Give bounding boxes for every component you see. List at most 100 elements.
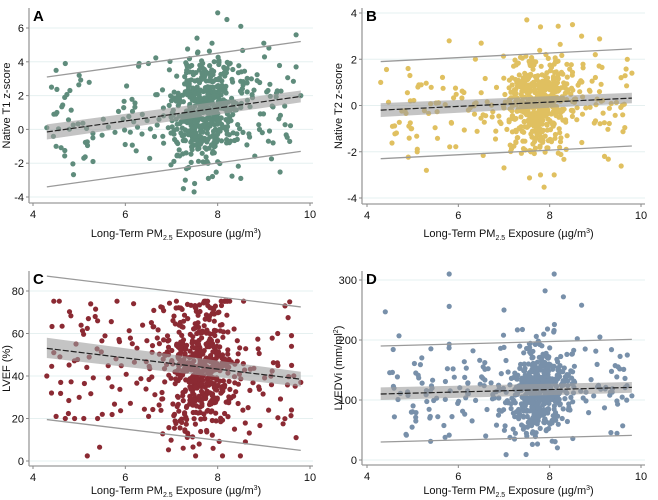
data-point: [451, 374, 457, 380]
data-point: [180, 339, 186, 346]
data-point: [587, 104, 593, 110]
data-point: [196, 441, 202, 447]
data-point: [211, 68, 217, 74]
data-point: [524, 424, 531, 430]
panel-a: -4 -2 0 2 4 6 4 6 8 10 Long-Term PM2.5 Exposure (µ…: [1, 8, 316, 242]
data-point: [434, 135, 441, 141]
data-point: [193, 350, 199, 356]
data-point: [219, 78, 225, 84]
data-point: [54, 109, 60, 116]
data-point: [72, 415, 78, 422]
data-point: [521, 368, 528, 374]
data-point: [181, 312, 188, 318]
data-point: [478, 90, 484, 96]
y-tick-label: 6: [18, 23, 24, 35]
panel-d: 0 100 200 300 4 6 8 10 Long-Term PM2.5 Exposure …: [333, 271, 647, 499]
data-point: [537, 409, 543, 415]
data-point: [159, 304, 165, 311]
data-point: [519, 394, 526, 400]
data-point: [394, 374, 400, 380]
data-point: [246, 430, 252, 436]
data-point: [473, 397, 479, 403]
data-point: [561, 80, 567, 86]
prediction-interval-lower: [380, 434, 632, 443]
data-point: [250, 380, 256, 386]
data-point: [554, 356, 560, 362]
data-point: [532, 145, 539, 151]
data-point: [213, 169, 219, 175]
data-point: [85, 316, 91, 322]
data-point: [255, 346, 261, 352]
data-point: [195, 312, 201, 318]
data-point: [235, 163, 241, 169]
data-point: [502, 423, 508, 429]
data-point: [569, 72, 575, 78]
data-point: [265, 138, 271, 144]
data-point: [180, 186, 186, 192]
data-point: [293, 64, 299, 70]
data-point: [264, 89, 270, 95]
data-point: [129, 341, 135, 347]
data-point: [521, 350, 527, 356]
data-point: [235, 122, 241, 128]
data-point: [237, 126, 243, 132]
data-point: [405, 65, 411, 72]
data-point: [545, 406, 551, 412]
data-point: [198, 129, 204, 135]
data-point: [496, 113, 502, 119]
data-point: [266, 407, 272, 413]
data-point: [463, 365, 469, 371]
data-point: [171, 158, 177, 164]
data-point: [211, 327, 217, 333]
panel-c: 0 20 40 60 80 4 6 8 10 Long-Term PM2.5 Exposure (…: [1, 271, 316, 499]
data-point: [134, 345, 140, 351]
data-point: [176, 147, 182, 153]
data-point: [109, 411, 115, 418]
data-point: [192, 180, 198, 187]
data-point: [171, 411, 178, 417]
data-point: [544, 80, 550, 86]
data-point: [593, 348, 599, 354]
data-point: [66, 397, 72, 404]
data-point: [557, 402, 563, 408]
data-point: [49, 363, 55, 369]
data-point: [267, 81, 273, 87]
data-point: [553, 69, 559, 75]
data-point: [211, 59, 217, 65]
data-point: [207, 313, 213, 319]
data-point: [198, 416, 204, 422]
data-point: [280, 421, 286, 427]
data-point: [389, 123, 396, 129]
data-point: [199, 70, 205, 77]
data-point: [558, 135, 564, 141]
data-point: [544, 353, 551, 359]
data-point: [526, 419, 532, 425]
y-axis-title: LVEDVi (mm/ml2): [333, 326, 345, 411]
data-point: [620, 129, 626, 135]
data-point: [121, 105, 127, 111]
prediction-interval-upper: [46, 40, 301, 78]
data-point: [171, 89, 177, 95]
data-point: [247, 387, 253, 393]
data-point: [446, 432, 452, 438]
data-point: [164, 333, 171, 339]
data-point: [521, 129, 527, 135]
data-point: [557, 130, 563, 136]
data-point: [214, 338, 221, 344]
data-point: [552, 378, 558, 384]
points-group: [44, 298, 304, 459]
data-point: [489, 114, 495, 120]
data-point: [520, 75, 526, 81]
data-point: [521, 118, 527, 125]
data-point: [173, 298, 179, 304]
data-point: [524, 17, 530, 23]
data-point: [244, 80, 250, 86]
data-point: [192, 384, 198, 390]
y-axis-title: Native T2 z-score: [333, 63, 345, 149]
data-point: [219, 417, 226, 423]
data-point: [507, 142, 513, 148]
data-point: [508, 375, 514, 381]
data-point: [172, 381, 178, 387]
data-point: [78, 322, 84, 328]
data-point: [192, 397, 198, 403]
